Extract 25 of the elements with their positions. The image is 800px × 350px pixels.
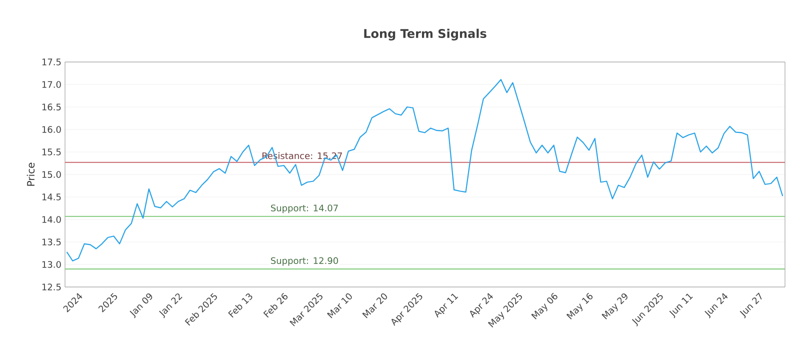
x-tick-label: Jun 24 xyxy=(704,293,728,318)
x-tick-label: Jun 11 xyxy=(669,294,693,318)
x-tick-label: Jan 09 xyxy=(130,293,152,318)
y-axis-title: Price xyxy=(26,162,35,186)
chart-title: Long Term Signals xyxy=(364,28,486,40)
y-tick-label: 13.0 xyxy=(42,261,61,268)
y-tick-label: 14.0 xyxy=(42,216,61,223)
y-tick-label: 16.5 xyxy=(42,104,61,110)
x-tick-label: Apr 24 xyxy=(470,293,493,318)
x-tick-label: Jan 22 xyxy=(159,293,182,318)
y-tick-label: 12.5 xyxy=(42,284,61,290)
y-tick-label: 15.0 xyxy=(42,171,61,178)
y-tick-label: 16.0 xyxy=(42,126,61,133)
x-tick-label: Feb 26 xyxy=(263,292,288,318)
ref-line-label: Support: 14.07 xyxy=(271,204,338,214)
y-tick-label: 13.5 xyxy=(42,238,61,246)
y-tick-label: 17.0 xyxy=(42,81,61,88)
x-tick-label: Jun 27 xyxy=(740,292,762,318)
x-tick-label: Feb 13 xyxy=(228,293,252,318)
ref-line-label: Support: 12.90 xyxy=(271,257,338,266)
x-tick-label: Apr 11 xyxy=(434,294,458,318)
y-tick-label: 14.5 xyxy=(42,194,61,200)
x-tick-label: Mar 10 xyxy=(327,293,352,318)
y-tick-label: 17.5 xyxy=(42,58,61,66)
y-tick-label: 15.5 xyxy=(42,148,61,156)
